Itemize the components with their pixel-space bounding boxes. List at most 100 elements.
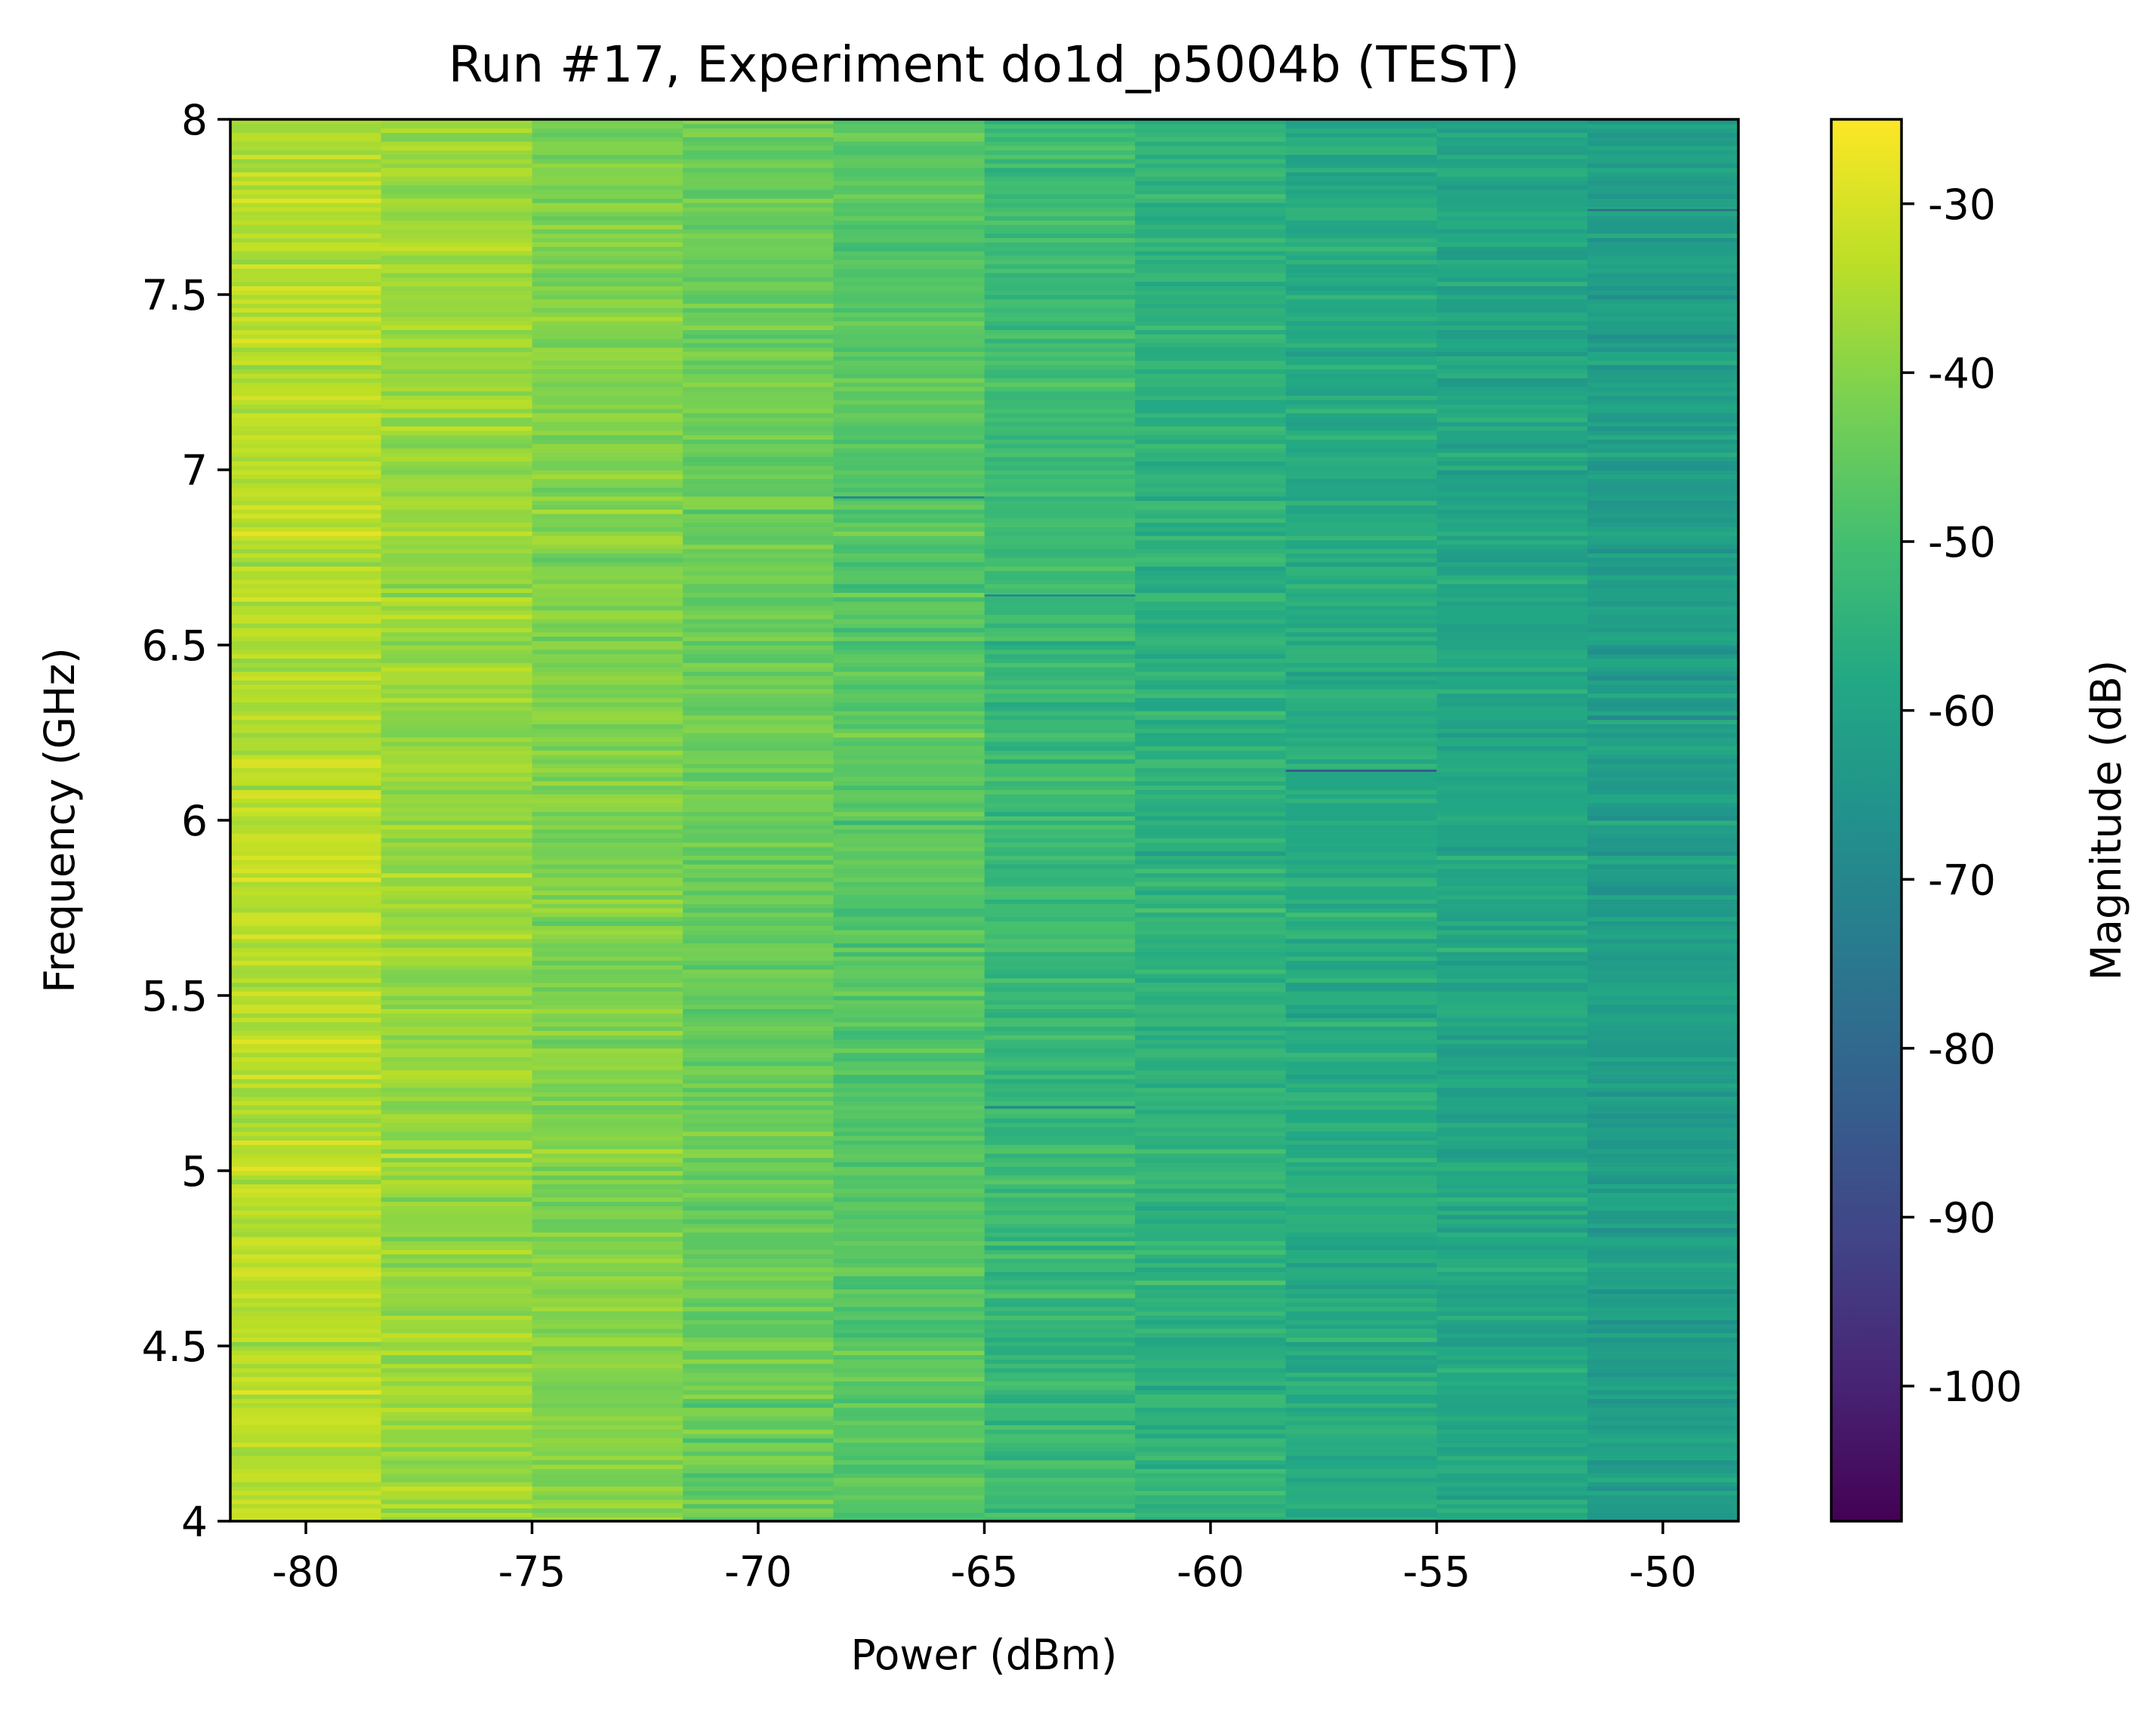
heatmap-cell — [984, 750, 1137, 755]
heatmap-cell — [1587, 903, 1739, 909]
heatmap-cell — [381, 1434, 533, 1439]
heatmap-cell — [833, 921, 985, 926]
heatmap-cell — [381, 1070, 533, 1075]
heatmap-cell — [230, 1144, 382, 1150]
heatmap-cell — [1587, 1320, 1739, 1325]
heatmap-cell — [984, 1464, 1137, 1469]
heatmap-cell — [1587, 1328, 1739, 1334]
heatmap-cell — [1587, 163, 1739, 168]
heatmap-cell — [381, 185, 533, 190]
heatmap-cell — [833, 807, 985, 812]
heatmap-cell — [532, 741, 684, 746]
heatmap-cell — [1285, 1258, 1438, 1264]
heatmap-cell — [984, 1337, 1137, 1342]
heatmap-cell — [1436, 517, 1589, 523]
heatmap-cell — [381, 303, 533, 308]
heatmap-cell — [381, 536, 533, 541]
heatmap-cell — [1285, 1306, 1438, 1312]
heatmap-cell — [683, 1074, 834, 1079]
heatmap-cell — [1285, 1354, 1438, 1360]
heatmap-cell — [683, 1140, 834, 1145]
heatmap-cell — [1436, 443, 1589, 449]
heatmap-cell — [1135, 894, 1287, 900]
heatmap-cell — [230, 255, 382, 261]
heatmap-cell — [833, 938, 985, 943]
heatmap-cell — [532, 1240, 684, 1246]
heatmap-cell — [1587, 1350, 1739, 1356]
heatmap-cell — [1436, 495, 1589, 502]
heatmap-cell — [683, 930, 834, 935]
heatmap-cell — [532, 1035, 684, 1040]
heatmap-cell — [381, 1218, 533, 1224]
heatmap-cell — [1135, 824, 1287, 830]
heatmap-cell — [1587, 159, 1739, 164]
heatmap-cell — [1587, 925, 1739, 931]
heatmap-cell — [984, 671, 1137, 677]
heatmap-cell — [683, 1218, 834, 1224]
heatmap-cell — [381, 281, 533, 286]
heatmap-cell — [1436, 736, 1589, 742]
heatmap-cell — [532, 794, 684, 799]
heatmap-cell — [381, 338, 533, 344]
heatmap-cell — [984, 312, 1137, 317]
heatmap-cell — [833, 1087, 985, 1093]
heatmap-cell — [1135, 1096, 1287, 1101]
heatmap-cell — [230, 702, 382, 707]
heatmap-cell — [1436, 662, 1589, 668]
heatmap-cell — [1436, 1354, 1589, 1360]
heatmap-cell — [381, 623, 533, 628]
heatmap-cell — [1285, 1122, 1438, 1128]
heatmap-cell — [532, 128, 684, 133]
heatmap-cell — [833, 434, 985, 440]
heatmap-cell — [833, 986, 985, 992]
heatmap-cell — [381, 1289, 533, 1294]
heatmap-cell — [984, 193, 1137, 199]
heatmap-cell — [1285, 566, 1438, 571]
heatmap-cell — [833, 264, 985, 269]
heatmap-cell — [1436, 758, 1589, 764]
heatmap-cell — [984, 846, 1137, 852]
heatmap-cell — [833, 539, 985, 545]
heatmap-cell — [984, 1166, 1137, 1171]
heatmap-cell — [230, 325, 382, 330]
heatmap-cell — [984, 1043, 1137, 1049]
heatmap-cell — [984, 434, 1137, 440]
heatmap-cell — [1135, 1205, 1287, 1211]
heatmap-cell — [532, 1122, 684, 1128]
heatmap-cell — [532, 1359, 684, 1364]
heatmap-cell — [683, 820, 834, 826]
heatmap-cell — [683, 767, 834, 773]
heatmap-cell — [230, 566, 382, 571]
heatmap-cell — [683, 776, 834, 782]
heatmap-cell — [1285, 1415, 1438, 1421]
heatmap-cell — [683, 123, 834, 129]
heatmap-cell — [1135, 745, 1287, 751]
heatmap-cell — [230, 150, 382, 155]
heatmap-cell — [230, 605, 382, 611]
heatmap-cell — [1285, 1140, 1438, 1145]
heatmap-cell — [532, 1302, 684, 1307]
heatmap-cell — [833, 842, 985, 847]
heatmap-cell — [683, 505, 834, 510]
heatmap-cell — [683, 1240, 834, 1246]
heatmap-cell — [532, 684, 684, 690]
heatmap-cell — [1436, 833, 1589, 838]
heatmap-cell — [683, 145, 834, 151]
heatmap-cell — [1436, 636, 1589, 641]
heatmap-cell — [1436, 1091, 1589, 1097]
heatmap-cell — [532, 671, 684, 677]
heatmap-cell — [1436, 991, 1589, 996]
heatmap-cell — [1135, 794, 1287, 799]
heatmap-cell — [984, 1118, 1137, 1123]
heatmap-cell — [1436, 1188, 1589, 1193]
heatmap-cell — [381, 224, 533, 230]
heatmap-cell — [984, 1368, 1137, 1373]
heatmap-cell — [1135, 268, 1287, 273]
heatmap-cell — [1587, 198, 1739, 203]
heatmap-cell — [683, 119, 834, 125]
heatmap-cell — [1587, 1468, 1739, 1474]
heatmap-cell — [1587, 872, 1739, 878]
heatmap-cell — [1135, 758, 1287, 764]
heatmap-cell — [230, 307, 382, 313]
heatmap-cell — [833, 189, 985, 195]
